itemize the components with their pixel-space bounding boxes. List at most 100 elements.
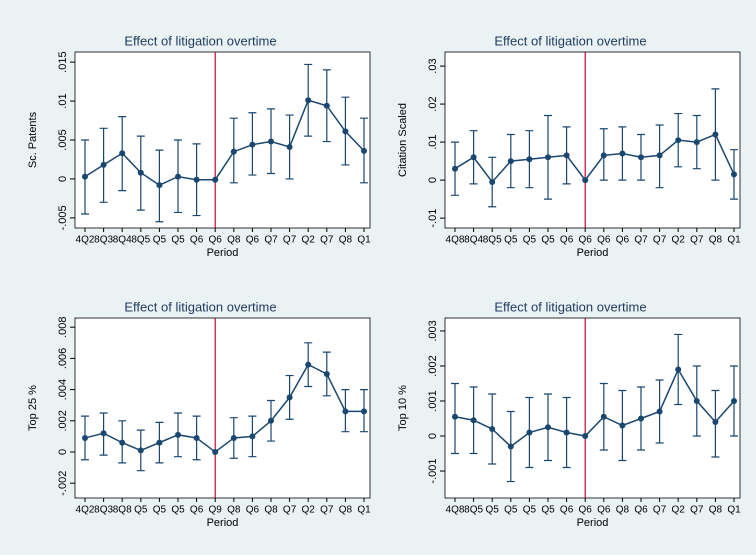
point bbox=[619, 150, 626, 157]
x-tick-label: Q6 bbox=[597, 235, 611, 246]
x-tick-label: Q8 bbox=[339, 235, 353, 246]
x-tick-label: Q2 bbox=[302, 235, 316, 246]
plot-area bbox=[74, 51, 371, 229]
x-tick-label: 4Q2 bbox=[76, 505, 95, 516]
point bbox=[470, 417, 477, 424]
panel: Effect of litigation overtime Sc. Patents… bbox=[27, 33, 371, 258]
x-tick-label: Q8 bbox=[264, 505, 278, 516]
point bbox=[249, 433, 256, 440]
x-axis-title: Period bbox=[577, 247, 609, 259]
x-axis-title: Period bbox=[577, 517, 609, 529]
data-line bbox=[84, 99, 365, 187]
y-tick-label: -.01 bbox=[427, 209, 439, 228]
y-tick-label: -.002 bbox=[57, 471, 69, 496]
plot-area bbox=[444, 51, 741, 229]
x-tick-label: Q6 bbox=[634, 505, 648, 516]
x-tick-label: Q6 bbox=[190, 505, 204, 516]
point bbox=[638, 415, 644, 422]
x-tick-label: Q2 bbox=[672, 505, 686, 516]
x-tick-label: 4Q8 bbox=[446, 505, 465, 516]
point bbox=[526, 156, 533, 163]
x-tick-label: Q1 bbox=[727, 505, 741, 516]
y-tick-label: .03 bbox=[427, 58, 439, 73]
x-tick-label: 8Q5 bbox=[131, 235, 150, 246]
x-tick-label: Q6 bbox=[579, 505, 593, 516]
point bbox=[545, 154, 551, 161]
y-tick-label: .02 bbox=[427, 96, 439, 111]
x-tick-label: Q6 bbox=[190, 235, 204, 246]
point bbox=[731, 171, 737, 178]
point bbox=[193, 434, 200, 441]
point bbox=[230, 434, 237, 441]
x-tick-label: Q5 bbox=[523, 505, 537, 516]
y-tick-label: .004 bbox=[57, 379, 69, 400]
point bbox=[545, 424, 551, 431]
data-line bbox=[454, 367, 735, 448]
y-axis-title: Top 10 % bbox=[397, 385, 409, 431]
x-tick-label: 8Q8 bbox=[113, 505, 132, 516]
x-tick-label: Q7 bbox=[653, 505, 667, 516]
point bbox=[600, 413, 607, 420]
point bbox=[452, 165, 458, 172]
x-tick-label: 8Q5 bbox=[464, 505, 483, 516]
x-tick-label: Q6 bbox=[560, 505, 574, 516]
y-tick-label: 0 bbox=[427, 433, 439, 439]
y-tick-label: .006 bbox=[57, 348, 69, 369]
x-tick-label: Q7 bbox=[690, 505, 704, 516]
x-tick-label: Q7 bbox=[320, 235, 334, 246]
x-tick-label: Q6 bbox=[579, 235, 593, 246]
point bbox=[656, 408, 663, 415]
point bbox=[193, 176, 200, 183]
x-tick-label: Q7 bbox=[690, 235, 704, 246]
point bbox=[119, 439, 126, 446]
x-tick-label: Q1 bbox=[357, 235, 371, 246]
y-tick-label: 0 bbox=[57, 449, 69, 455]
chart-title: Effect of litigation overtime bbox=[494, 33, 646, 48]
x-tick-label: 8Q5 bbox=[483, 235, 502, 246]
point bbox=[230, 148, 237, 155]
y-tick-label: .01 bbox=[427, 134, 439, 149]
x-tick-label: Q6 bbox=[246, 505, 260, 516]
chart-title: Effect of litigation overtime bbox=[124, 33, 276, 48]
point bbox=[268, 417, 274, 424]
x-tick-label: Q7 bbox=[653, 235, 667, 246]
plot-area bbox=[74, 317, 371, 499]
y-tick-label: .008 bbox=[57, 316, 69, 337]
chart-title: Effect of litigation overtime bbox=[494, 299, 646, 314]
point bbox=[712, 131, 719, 138]
point bbox=[526, 429, 533, 436]
point bbox=[323, 102, 330, 109]
x-tick-label: Q8 bbox=[616, 505, 630, 516]
x-tick-label: Q1 bbox=[357, 505, 371, 516]
y-tick-label: -.005 bbox=[57, 205, 69, 230]
panel: Effect of litigation overtime Citation Sc… bbox=[397, 33, 741, 258]
x-tick-label: Q5 bbox=[541, 505, 555, 516]
point bbox=[600, 152, 607, 159]
point bbox=[656, 152, 663, 159]
point bbox=[489, 179, 496, 186]
point bbox=[82, 173, 88, 180]
data-line bbox=[84, 363, 364, 453]
point bbox=[175, 173, 181, 180]
y-tick-label: .005 bbox=[57, 129, 69, 150]
x-tick-label: Q5 bbox=[171, 505, 185, 516]
y-axis-title: Citation Scaled bbox=[397, 103, 409, 177]
point bbox=[563, 429, 570, 436]
point bbox=[342, 408, 349, 415]
point bbox=[342, 128, 349, 135]
y-axis-title: Top 25 % bbox=[27, 385, 39, 431]
x-tick-label: Q6 bbox=[597, 505, 611, 516]
x-tick-label: 4Q2 bbox=[76, 235, 95, 246]
point bbox=[137, 447, 144, 454]
x-tick-label: 8Q4 bbox=[113, 235, 132, 246]
point bbox=[693, 397, 700, 404]
y-axis-title: Sc. Patents bbox=[27, 111, 39, 168]
point bbox=[693, 139, 700, 146]
point bbox=[100, 161, 107, 168]
point bbox=[563, 152, 570, 159]
panel: Effect of litigation overtime Top 10 % Per… bbox=[397, 299, 741, 528]
y-tick-label: -.001 bbox=[427, 458, 439, 483]
point bbox=[507, 443, 514, 450]
point bbox=[582, 177, 589, 184]
point bbox=[638, 154, 644, 161]
